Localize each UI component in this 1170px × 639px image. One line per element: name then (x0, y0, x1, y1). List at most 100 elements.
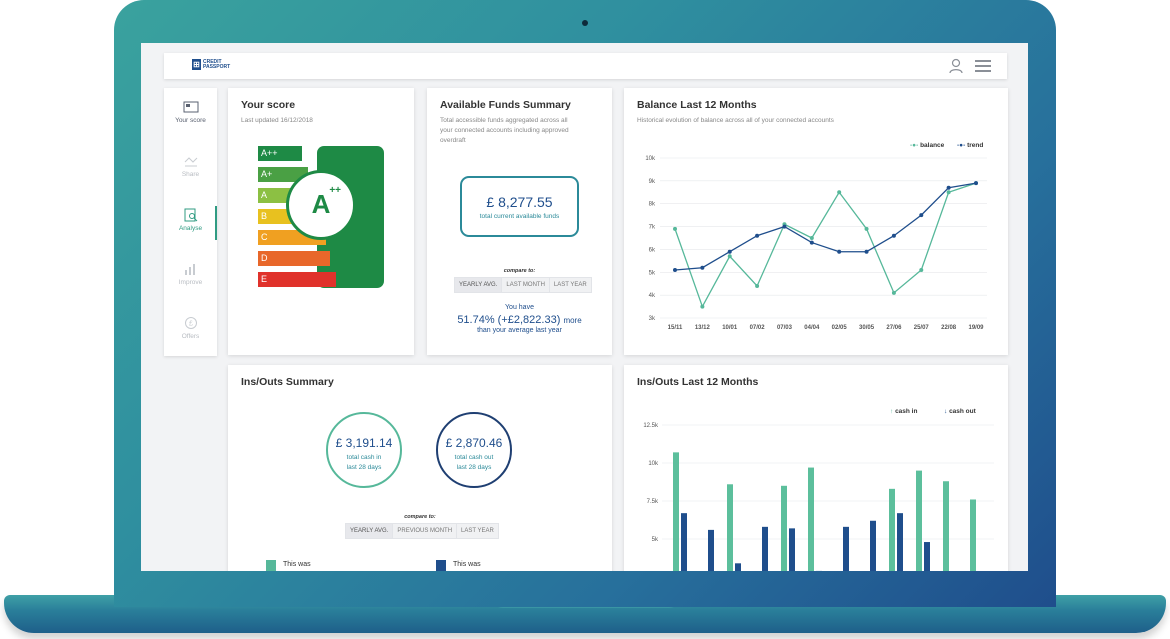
bar-cash-out[interactable] (789, 528, 795, 571)
svg-text:£: £ (189, 321, 193, 328)
x-tick-label: 07/02 (750, 325, 766, 331)
data-point-trend[interactable] (700, 265, 705, 270)
cash-in-amount: £ 3,191.14 (335, 436, 393, 450)
card-title: Ins/Outs Last 12 Months (637, 376, 759, 388)
nav-item-offers[interactable]: £ Offers (164, 316, 217, 360)
compare-option-yearly-avg[interactable]: YEARLY AVG. (345, 523, 394, 539)
sidebar-nav: Your score Share Analyse Improve £ Offer… (164, 88, 217, 356)
x-tick-label: 07/03 (777, 325, 793, 331)
data-point-balance[interactable] (891, 290, 896, 295)
bar-cash-out[interactable] (924, 542, 930, 571)
funds-amount: £ 8,277.55 (486, 194, 553, 210)
score-band-aplus: A+ (258, 167, 308, 182)
data-point-trend[interactable] (919, 213, 924, 218)
score-grade: A (311, 189, 331, 219)
data-point-trend[interactable] (891, 233, 896, 238)
data-point-balance[interactable] (700, 304, 705, 309)
data-point-trend[interactable] (755, 233, 760, 238)
bar-cash-in[interactable] (808, 467, 814, 571)
y-tick-label: 10k (648, 461, 659, 467)
data-point-balance[interactable] (946, 190, 951, 195)
bar-cash-in[interactable] (673, 452, 679, 571)
subtitle-line: Total accessible funds aggregated across… (440, 117, 568, 124)
nav-item-analyse[interactable]: Analyse (164, 208, 217, 252)
legend-label: cash in (895, 408, 918, 415)
compare-option-previous-month[interactable]: PREVIOUS MONTH (392, 523, 458, 539)
bar-cash-in[interactable] (889, 488, 895, 571)
legend-trend: -●- trend (957, 142, 983, 149)
data-point-trend[interactable] (837, 249, 842, 254)
bar-cash-in[interactable] (781, 485, 787, 571)
bar-cash-out[interactable] (843, 526, 849, 571)
compare-option-yearly-avg[interactable]: YEARLY AVG. (454, 277, 503, 293)
card-title: Available Funds Summary (440, 99, 571, 111)
balance-chart-svg: 3k 4k 5k 6k 7k 8k 9k 10k 15/11 13/12 10/01 07/02 07/… (645, 156, 987, 331)
this-was-text: This was (453, 561, 481, 568)
analyse-icon (184, 208, 197, 222)
score-grade-circle: A ++ (286, 170, 356, 240)
funds-amount-label: total current available funds (479, 213, 560, 220)
bar-cash-out[interactable] (735, 563, 741, 571)
data-point-trend[interactable] (809, 240, 814, 245)
bar-cash-out[interactable] (762, 526, 768, 571)
bar-cash-out[interactable] (708, 529, 714, 571)
data-point-trend[interactable] (673, 268, 677, 272)
bar-cash-out[interactable] (897, 513, 903, 571)
legend-cash-in: ↑ cash in (890, 408, 917, 415)
data-point-trend[interactable] (974, 181, 978, 186)
data-point-balance[interactable] (809, 236, 814, 240)
compare-to-label: compare to: (503, 268, 536, 274)
bar-cash-out[interactable] (681, 513, 687, 571)
y-tick-label: 6k (649, 247, 656, 253)
x-tick-label: 04/04 (804, 325, 820, 331)
card-subtitle: Historical evolution of balance across a… (637, 117, 834, 124)
nav-item-your-score[interactable]: Your score (164, 100, 217, 144)
data-point-balance[interactable] (727, 254, 732, 259)
hamburger-menu-icon[interactable] (975, 60, 991, 72)
data-point-balance[interactable] (755, 284, 760, 288)
pound-coin-icon: £ (184, 317, 197, 329)
more-text: more (563, 316, 582, 325)
cash-out-amount: £ 2,870.46 (445, 436, 503, 450)
nav-item-share[interactable]: Share (164, 154, 217, 198)
data-point-balance[interactable] (673, 226, 677, 231)
top-bar: ⊞ CREDIT PASSPORT (164, 53, 1007, 79)
arrow-up-icon: ↑ (890, 408, 894, 415)
data-point-trend[interactable] (864, 249, 869, 254)
arrow-down-icon: ↓ (944, 408, 948, 415)
bar-cash-in[interactable] (943, 481, 949, 571)
camera-dot (582, 20, 588, 26)
cash-in-label: total cash in (346, 454, 382, 461)
data-point-trend[interactable] (946, 185, 951, 190)
compare-option-last-month[interactable]: LAST MONTH (501, 277, 550, 293)
bar-cash-in[interactable] (916, 470, 922, 571)
card-title: Ins/Outs Summary (241, 376, 334, 388)
bar-cash-in[interactable] (970, 499, 976, 571)
user-icon[interactable] (949, 58, 963, 74)
credit-passport-logo[interactable]: ⊞ CREDIT PASSPORT (192, 59, 230, 70)
data-point-balance[interactable] (864, 226, 869, 231)
nav-item-improve[interactable]: Improve (164, 262, 217, 306)
score-band-d: D (258, 251, 330, 266)
your-score-card: Your score Last updated 16/12/2018 A++ A+… (228, 88, 414, 355)
bar-cash-in[interactable] (727, 484, 733, 571)
last-updated: Last updated 16/12/2018 (241, 117, 313, 124)
x-tick-label: 22/08 (941, 325, 957, 331)
x-tick-label: 15/11 (668, 325, 683, 331)
compare-to-label: compare to: (404, 514, 436, 520)
x-tick-label: 13/12 (695, 325, 711, 331)
cash-out-label: total cash out (454, 454, 494, 461)
data-point-trend[interactable] (782, 224, 787, 229)
active-indicator (215, 206, 217, 240)
y-tick-label: 5k (652, 537, 659, 543)
data-point-balance[interactable] (919, 268, 924, 272)
data-point-trend[interactable] (727, 249, 732, 254)
score-band-aplusplus: A++ (258, 146, 302, 161)
cash-out-swatch (436, 560, 446, 571)
bar-cash-out[interactable] (870, 520, 876, 571)
data-point-balance[interactable] (837, 190, 842, 195)
compare-option-last-year[interactable]: LAST YEAR (456, 523, 499, 539)
score-band-e: E (258, 272, 336, 287)
compare-option-last-year[interactable]: LAST YEAR (548, 277, 592, 293)
